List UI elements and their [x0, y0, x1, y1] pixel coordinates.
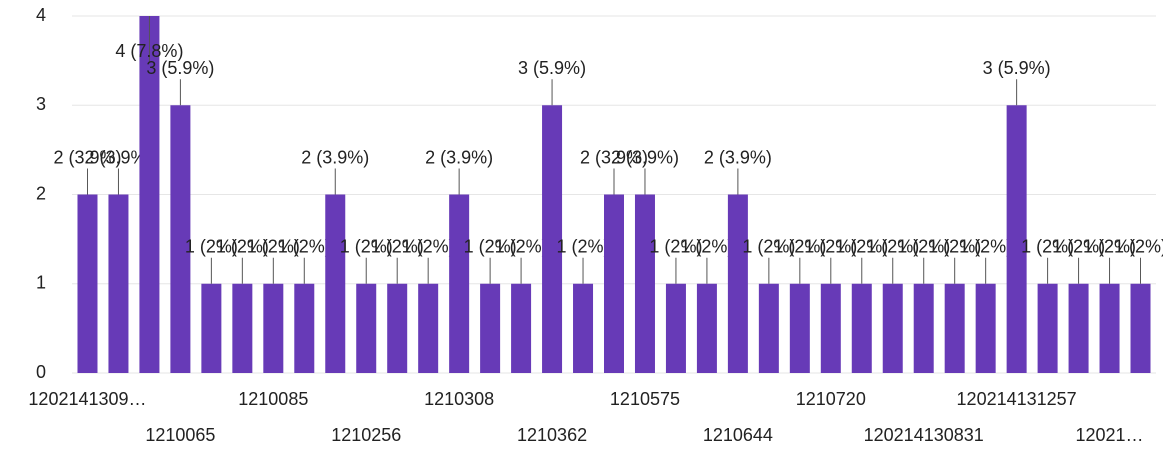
- bar: [294, 283, 315, 373]
- bar: [77, 194, 98, 373]
- value-label: 1 (2%): [464, 237, 517, 257]
- bar: [1068, 283, 1089, 373]
- bar: [882, 283, 903, 373]
- value-label: 1 (2%): [1052, 237, 1105, 257]
- value-label: 1 (2%): [371, 237, 424, 257]
- bar: [263, 283, 284, 373]
- value-label: 3 (5.9%): [983, 58, 1051, 78]
- bar: [1099, 283, 1120, 373]
- bar: [449, 194, 470, 373]
- bar: [511, 283, 532, 373]
- bar: [232, 283, 253, 373]
- bar: [542, 105, 563, 373]
- x-tick-label: 1210256: [331, 425, 401, 445]
- value-label: 1 (2%): [247, 237, 300, 257]
- value-label: 1 (2%): [402, 237, 455, 257]
- value-label: 1 (2%): [1083, 237, 1136, 257]
- bar: [604, 194, 624, 373]
- value-label: 3 (5.9%): [518, 58, 586, 78]
- bar: [634, 194, 655, 373]
- x-tick-label: 1210362: [517, 425, 587, 445]
- value-label: 4 (7.8%): [115, 41, 183, 61]
- value-label: 1 (2%): [928, 237, 981, 257]
- value-label: 1 (2%): [1114, 237, 1163, 257]
- x-tick-label: 1210720: [796, 389, 866, 409]
- value-label: 1 (2%): [557, 237, 610, 257]
- bar: [418, 283, 439, 373]
- bar: [139, 16, 160, 373]
- bar: [387, 283, 408, 373]
- value-label: 1 (2%): [804, 237, 857, 257]
- value-label: 2 (3.9%): [84, 147, 152, 167]
- bar: [789, 283, 810, 373]
- bar: [1006, 105, 1027, 373]
- value-label: 1 (2%): [495, 237, 548, 257]
- value-label: 2 (3.9%): [53, 147, 121, 167]
- y-tick-label: 1: [36, 273, 46, 293]
- value-label: 1 (2%): [866, 237, 919, 257]
- bar: [975, 283, 996, 373]
- value-label: 1 (2%): [216, 237, 269, 257]
- bar: [325, 194, 346, 373]
- value-label: 1 (2%): [1021, 237, 1074, 257]
- x-tick-label: 12021…: [1076, 425, 1144, 445]
- bar: [944, 283, 965, 373]
- value-label: 1 (2%): [959, 237, 1012, 257]
- value-label: 2 (3.9%): [301, 147, 369, 167]
- bar: [727, 194, 748, 373]
- value-label: 1 (2%): [897, 237, 950, 257]
- x-tick-label: 1210085: [238, 389, 308, 409]
- value-label: 1 (2%): [835, 237, 888, 257]
- value-label: 3 (5.9%): [146, 58, 214, 78]
- bar: [1037, 283, 1058, 373]
- value-label: 1 (2%): [340, 237, 393, 257]
- bar: [665, 283, 686, 373]
- bar: [170, 105, 191, 373]
- value-label: 2 (3.9%): [611, 147, 679, 167]
- value-label: 1 (2%): [742, 237, 795, 257]
- bar: [1130, 283, 1151, 373]
- bar: [913, 283, 934, 373]
- bar: [201, 283, 222, 373]
- value-label: 2 (3.9%): [704, 147, 772, 167]
- y-tick-label: 3: [36, 94, 46, 114]
- x-tick-label: 1210644: [703, 425, 773, 445]
- x-tick-label: 120214130831: [864, 425, 984, 445]
- value-label: 1 (2%): [649, 237, 702, 257]
- bar: [851, 283, 872, 373]
- value-label: 2 (3.9%): [425, 147, 493, 167]
- x-tick-label: 1210065: [145, 425, 215, 445]
- bar: [758, 283, 779, 373]
- bar: [108, 194, 129, 373]
- bar: [820, 283, 841, 373]
- value-label: 1 (2%): [185, 237, 238, 257]
- bar: [573, 283, 594, 373]
- y-tick-label: 2: [36, 183, 46, 203]
- bar: [356, 283, 377, 373]
- bar: [696, 283, 717, 373]
- x-tick-label: 1210575: [610, 389, 680, 409]
- value-label: 1 (2%): [278, 237, 331, 257]
- x-tick-label: 1210308: [424, 389, 494, 409]
- value-label: 1 (2%): [680, 237, 733, 257]
- value-label: 2 (3.9%): [580, 147, 648, 167]
- x-tick-label: 120214131257: [957, 389, 1077, 409]
- value-label: 1 (2%): [773, 237, 826, 257]
- bar: [480, 283, 501, 373]
- y-tick-label: 0: [36, 362, 46, 382]
- x-tick-label: 1202141309…: [28, 389, 146, 409]
- y-tick-label: 4: [36, 5, 46, 25]
